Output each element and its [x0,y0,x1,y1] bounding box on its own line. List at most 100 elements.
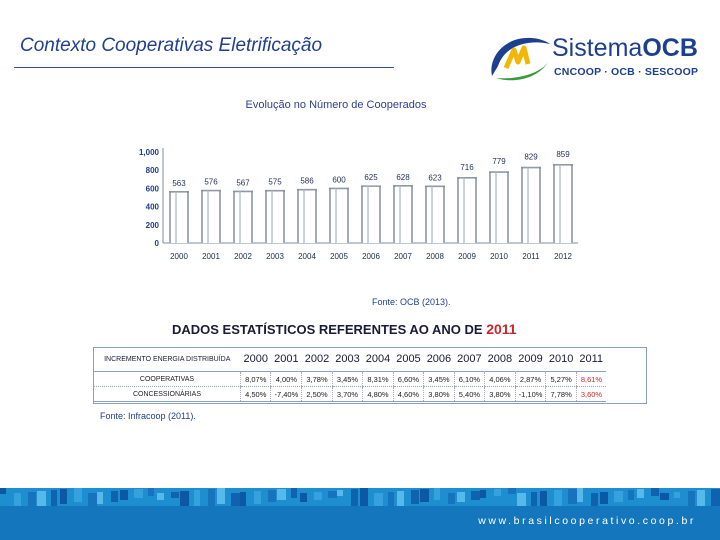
bar [201,189,221,243]
bar-body [201,190,221,243]
footer-pattern-block [660,493,669,500]
bar [521,166,541,243]
logo-subtitle: CNCOOP · OCB · SESCOOP [554,66,699,78]
stats-cell: 3,45% [423,371,455,387]
logo-name: SistemaOCB [552,34,698,62]
y-tick-label: 200 [146,221,160,230]
stats-cell: 3,70% [331,386,363,402]
bar-body [425,186,445,243]
bar-body [361,186,381,243]
footer-pattern-block [480,490,486,498]
bar-value-label: 859 [556,150,570,159]
footer-pattern-block [208,489,215,506]
x-tick-label: 2010 [490,252,508,261]
stats-year: 2000 [240,347,271,372]
bar-body [457,177,477,243]
y-tick-label: 400 [146,203,160,212]
y-tick-label: 800 [146,166,160,175]
stats-cell: 8,61% [575,371,607,387]
bar-body [233,191,253,243]
x-tick-label: 2002 [234,252,252,261]
footer-pattern-block [457,492,465,502]
bar-body [393,185,413,243]
stats-cell: 3,45% [331,371,363,387]
footer-pattern-block [688,491,695,510]
x-tick-label: 2006 [362,252,380,261]
bar [169,190,189,243]
bar-body [169,191,189,243]
footer-url: www.brasilcooperativo.coop.br [478,515,696,527]
stats-header-label: INCREMENTO ENERGIA DISTRIBUÍDA [94,347,241,372]
bar [489,171,509,243]
x-tick-label: 2007 [394,252,412,261]
footer-pattern-block [291,488,297,498]
footer-pattern-block [180,491,189,510]
footer-lower-band [0,506,720,540]
ocb-logo-icon [491,37,550,81]
bar-value-label: 779 [492,157,506,166]
footer-pattern-block [420,489,429,502]
footer-pattern-block [97,492,103,504]
bar-value-label: 576 [204,178,218,187]
x-tick-label: 2009 [458,252,476,261]
footer-pattern-block [120,490,128,500]
footer-pattern-block [60,489,67,504]
footer-pattern-block [254,491,261,504]
footer-pattern-block [697,490,705,508]
bar-value-label: 567 [236,178,250,187]
y-tick-label: 0 [155,239,160,248]
stats-table: INCREMENTO ENERGIA DISTRIBUÍDA 2000 2001… [94,347,607,402]
stats-cell: 5,40% [453,386,485,402]
bar-value-label: 563 [172,179,186,188]
footer-pattern-block [111,491,118,502]
stats-cell: 3,80% [423,386,455,402]
stats-year: 2011 [576,347,607,372]
footer-pattern-block [37,491,46,508]
bar-body [265,190,285,243]
footer-pattern-block [577,488,583,502]
sistema-ocb-logo: SistemaOCB CNCOOP · OCB · SESCOOP [484,28,714,86]
stats-row-concessionarias: CONCESSIONÁRIAS 4,50% -7,40% 2,50% 3,70%… [94,386,607,402]
bar [553,164,573,243]
footer-pattern-block [314,492,322,500]
bar-value-label: 829 [524,153,538,162]
footer-pattern-block [28,492,36,510]
footer-pattern-block [591,493,598,506]
footer-pattern-block [231,493,240,508]
footer-pattern-block [637,489,644,498]
stats-year: 2008 [484,347,516,372]
footer-pattern-block [508,488,516,494]
footer-pattern-block [434,488,440,500]
bar-body [329,188,349,243]
bar-value-label: 628 [396,173,410,182]
footer-pattern-block [540,491,547,508]
stats-year: 2002 [301,347,333,372]
stats-cell: 8,07% [239,371,271,387]
footer-pattern-block [494,489,501,496]
footer-pattern-block [194,490,200,508]
footer-pattern-block [531,492,537,510]
footer-pattern-block [351,489,358,508]
bar-body [521,167,541,243]
stats-year: 2005 [393,347,424,372]
footer-pattern-block [157,493,164,500]
footer-pattern-block [328,491,337,498]
stats-cell: 6,10% [453,371,485,387]
slide-title: Contexto Cooperativas Eletrificação [20,35,323,56]
chart-title: Evolução no Número de Cooperados [245,99,427,111]
footer-pattern-block [674,492,680,498]
title-rule [14,67,394,68]
stats-cell: 8,31% [362,371,394,387]
x-tick-label: 2000 [170,252,188,261]
footer-pattern-block [134,489,143,498]
table-source: Fonte: Infracoop (2011). [100,411,196,421]
stats-row-label: CONCESSIONÁRIAS [94,386,241,402]
stats-year: 2003 [332,347,363,372]
footer-pattern-block [0,488,6,494]
footer-pattern-block [628,490,634,500]
footer-pattern-block [397,491,404,506]
bar [297,188,317,243]
footer-band [0,488,720,540]
x-tick-label: 2008 [426,252,444,261]
bar [233,190,253,243]
